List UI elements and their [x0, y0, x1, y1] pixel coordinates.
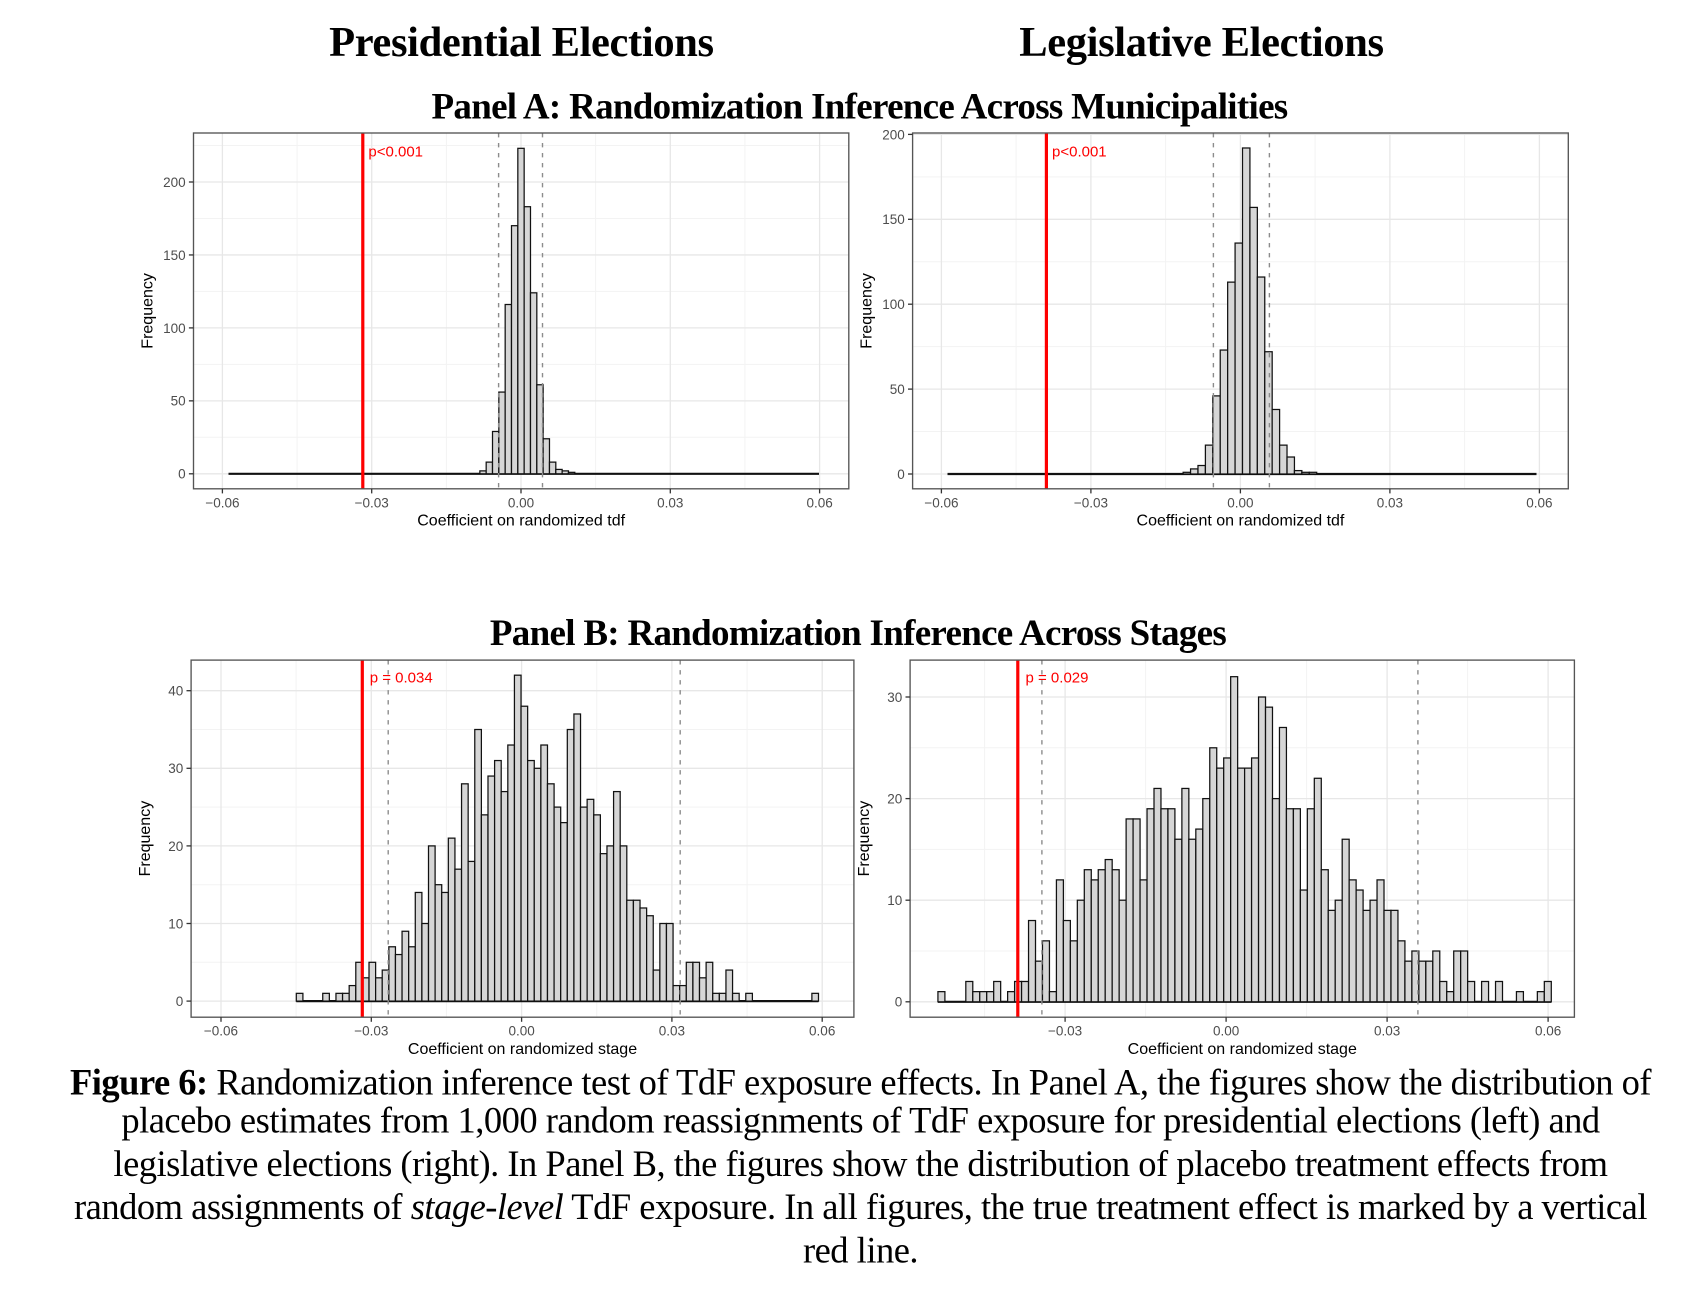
svg-text:0: 0 [178, 467, 186, 482]
svg-text:−0.03: −0.03 [1074, 495, 1108, 510]
svg-text:Coefficient on randomized tdf: Coefficient on randomized tdf [417, 513, 625, 530]
svg-text:p<0.001: p<0.001 [1052, 144, 1107, 161]
svg-text:−0.03: −0.03 [354, 1024, 388, 1039]
svg-text:Coefficient on randomized tdf: Coefficient on randomized tdf [1137, 513, 1345, 530]
svg-text:40: 40 [168, 684, 183, 699]
svg-text:50: 50 [890, 382, 905, 397]
svg-text:200: 200 [163, 175, 186, 190]
svg-text:−0.06: −0.06 [924, 495, 958, 510]
svg-text:Panel B: Randomization Inferen: Panel B: Randomization Inference Across … [490, 613, 1227, 654]
svg-text:0.00: 0.00 [508, 495, 534, 510]
svg-text:0.03: 0.03 [1377, 495, 1403, 510]
svg-text:20: 20 [887, 791, 902, 806]
svg-text:10: 10 [168, 916, 183, 931]
svg-text:−0.03: −0.03 [1048, 1024, 1082, 1039]
svg-text:0.00: 0.00 [1227, 495, 1253, 510]
svg-text:Frequency: Frequency [140, 273, 157, 349]
svg-text:legislative elections (right).: legislative elections (right). In Panel … [113, 1143, 1607, 1184]
svg-text:Coefficient on randomized stag: Coefficient on randomized stage [408, 1041, 637, 1058]
svg-text:placebo estimates from 1,000 r: placebo estimates from 1,000 random reas… [121, 1100, 1600, 1141]
svg-text:Presidential Elections: Presidential Elections [329, 19, 714, 66]
svg-text:150: 150 [882, 212, 905, 227]
svg-text:Legislative Elections: Legislative Elections [1019, 19, 1383, 66]
svg-text:0.06: 0.06 [809, 1024, 835, 1039]
svg-text:red line.: red line. [803, 1229, 918, 1270]
svg-text:0.00: 0.00 [508, 1024, 534, 1039]
svg-text:50: 50 [171, 394, 186, 409]
svg-text:p<0.001: p<0.001 [368, 144, 423, 161]
svg-text:0: 0 [895, 995, 903, 1010]
svg-text:Coefficient on randomized stag: Coefficient on randomized stage [1128, 1041, 1357, 1058]
svg-text:Frequency: Frequency [856, 801, 873, 877]
svg-text:0: 0 [176, 994, 184, 1009]
svg-text:0.00: 0.00 [1213, 1024, 1239, 1039]
svg-text:Panel A: Randomization Inferen: Panel A: Randomization Inference Across … [432, 86, 1288, 127]
svg-text:Figure 6: Randomization infere: Figure 6: Randomization inference test o… [70, 1061, 1652, 1102]
svg-text:10: 10 [887, 893, 902, 908]
svg-text:0.03: 0.03 [659, 1024, 685, 1039]
svg-text:20: 20 [168, 839, 183, 854]
svg-text:100: 100 [882, 297, 905, 312]
svg-text:random assignments of stage-le: random assignments of stage-level TdF ex… [74, 1186, 1647, 1227]
svg-text:200: 200 [882, 127, 905, 142]
svg-text:−0.03: −0.03 [355, 495, 389, 510]
svg-text:p = 0.029: p = 0.029 [1026, 670, 1089, 687]
svg-text:0.06: 0.06 [1526, 495, 1552, 510]
svg-text:0.06: 0.06 [1535, 1024, 1561, 1039]
svg-text:100: 100 [163, 321, 186, 336]
svg-text:150: 150 [163, 248, 186, 263]
svg-text:Frequency: Frequency [137, 801, 154, 877]
svg-text:−0.06: −0.06 [205, 495, 239, 510]
svg-text:−0.06: −0.06 [204, 1024, 238, 1039]
svg-text:p = 0.034: p = 0.034 [370, 670, 433, 687]
svg-text:0.03: 0.03 [657, 495, 683, 510]
svg-text:0: 0 [897, 467, 905, 482]
svg-text:0.06: 0.06 [806, 495, 832, 510]
svg-text:30: 30 [168, 761, 183, 776]
svg-text:0.03: 0.03 [1374, 1024, 1400, 1039]
svg-text:30: 30 [887, 690, 902, 705]
svg-text:Frequency: Frequency [859, 273, 876, 349]
